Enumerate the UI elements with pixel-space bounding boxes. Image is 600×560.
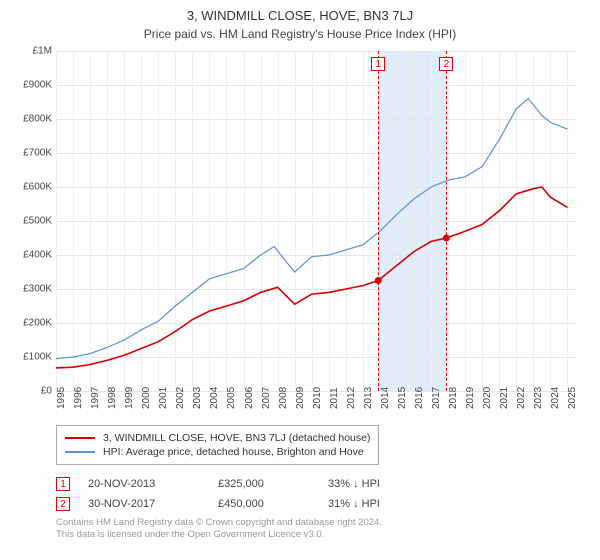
x-tick-label: 2013 bbox=[363, 387, 374, 409]
transaction-marker: 1 bbox=[56, 477, 70, 491]
x-tick-label: 2004 bbox=[209, 387, 220, 409]
legend-item: HPI: Average price, detached house, Brig… bbox=[65, 446, 370, 458]
y-tick-label: £0 bbox=[41, 386, 52, 397]
marker-number-box: 1 bbox=[371, 57, 385, 71]
x-tick-label: 2008 bbox=[278, 387, 289, 409]
legend-label: HPI: Average price, detached house, Brig… bbox=[103, 446, 364, 458]
y-tick-label: £200K bbox=[23, 318, 52, 329]
chart-subtitle: Price paid vs. HM Land Registry's House … bbox=[12, 27, 588, 41]
x-tick-label: 2022 bbox=[516, 387, 527, 409]
x-tick-label: 1996 bbox=[73, 387, 84, 409]
marker-line bbox=[378, 51, 379, 391]
y-tick-label: £600K bbox=[23, 182, 52, 193]
series-line-property bbox=[56, 187, 568, 368]
footnote-line1: Contains HM Land Registry data © Crown c… bbox=[56, 517, 588, 529]
y-tick-label: £500K bbox=[23, 216, 52, 227]
transaction-date: 20-NOV-2013 bbox=[88, 478, 218, 490]
x-tick-label: 2018 bbox=[448, 387, 459, 409]
chart-container: 3, WINDMILL CLOSE, HOVE, BN3 7LJ Price p… bbox=[0, 0, 600, 560]
y-tick-label: £300K bbox=[23, 284, 52, 295]
legend: 3, WINDMILL CLOSE, HOVE, BN3 7LJ (detach… bbox=[56, 425, 379, 465]
transaction-row: 2 30-NOV-2017£450,00031% ↓ HPI bbox=[56, 497, 588, 511]
y-tick-label: £100K bbox=[23, 352, 52, 363]
x-axis: 1995199619971998199920002001200220032004… bbox=[56, 391, 576, 419]
transaction-marker: 2 bbox=[56, 497, 70, 511]
x-tick-label: 2025 bbox=[567, 387, 578, 409]
x-tick-label: 1999 bbox=[124, 387, 135, 409]
x-tick-label: 2017 bbox=[431, 387, 442, 409]
x-tick-label: 1995 bbox=[56, 387, 67, 409]
y-axis: £0£100K£200K£300K£400K£500K£600K£700K£80… bbox=[12, 51, 56, 391]
transaction-vs-hpi: 31% ↓ HPI bbox=[328, 498, 380, 510]
y-tick-label: £1M bbox=[33, 46, 52, 57]
y-tick-label: £700K bbox=[23, 148, 52, 159]
x-tick-label: 2000 bbox=[141, 387, 152, 409]
transaction-price: £450,000 bbox=[218, 498, 328, 510]
x-tick-label: 1997 bbox=[90, 387, 101, 409]
legend-label: 3, WINDMILL CLOSE, HOVE, BN3 7LJ (detach… bbox=[103, 432, 370, 444]
legend-item: 3, WINDMILL CLOSE, HOVE, BN3 7LJ (detach… bbox=[65, 432, 370, 444]
transaction-price: £325,000 bbox=[218, 478, 328, 490]
line-svg bbox=[56, 51, 576, 391]
y-tick-label: £800K bbox=[23, 114, 52, 125]
x-tick-label: 2023 bbox=[533, 387, 544, 409]
footnote: Contains HM Land Registry data © Crown c… bbox=[56, 517, 588, 542]
footnote-line2: This data is licensed under the Open Gov… bbox=[56, 529, 588, 541]
x-tick-label: 2019 bbox=[465, 387, 476, 409]
x-tick-label: 2015 bbox=[397, 387, 408, 409]
x-tick-label: 2006 bbox=[244, 387, 255, 409]
transaction-vs-hpi: 33% ↓ HPI bbox=[328, 478, 380, 490]
x-tick-label: 2014 bbox=[380, 387, 391, 409]
x-tick-label: 2024 bbox=[550, 387, 561, 409]
marker-line bbox=[446, 51, 447, 391]
y-tick-label: £900K bbox=[23, 80, 52, 91]
x-tick-label: 1998 bbox=[107, 387, 118, 409]
marker-number-box: 2 bbox=[439, 57, 453, 71]
plot-area: 12 bbox=[56, 51, 576, 391]
x-tick-label: 2003 bbox=[192, 387, 203, 409]
x-tick-label: 2011 bbox=[329, 387, 340, 409]
x-tick-label: 2016 bbox=[414, 387, 425, 409]
x-tick-label: 2005 bbox=[226, 387, 237, 409]
legend-swatch bbox=[65, 451, 95, 453]
x-tick-label: 2021 bbox=[499, 387, 510, 409]
legend-swatch bbox=[65, 437, 95, 439]
series-line-hpi bbox=[56, 99, 568, 359]
x-tick-label: 2012 bbox=[346, 387, 357, 409]
x-tick-label: 2020 bbox=[482, 387, 493, 409]
x-tick-label: 2002 bbox=[175, 387, 186, 409]
x-tick-label: 2010 bbox=[312, 387, 323, 409]
chart-title: 3, WINDMILL CLOSE, HOVE, BN3 7LJ bbox=[12, 8, 588, 23]
transactions-table: 1 20-NOV-2013£325,00033% ↓ HPI 2 30-NOV-201… bbox=[56, 477, 588, 511]
y-tick-label: £400K bbox=[23, 250, 52, 261]
x-tick-label: 2007 bbox=[261, 387, 272, 409]
x-tick-label: 2009 bbox=[295, 387, 306, 409]
transaction-date: 30-NOV-2017 bbox=[88, 498, 218, 510]
chart-wrap: £0 £100K £200K £300K £400K £500K £600K £700K £80… bbox=[12, 49, 588, 419]
transaction-row: 1 20-NOV-2013£325,00033% ↓ HPI bbox=[56, 477, 588, 491]
x-tick-label: 2001 bbox=[158, 387, 169, 409]
